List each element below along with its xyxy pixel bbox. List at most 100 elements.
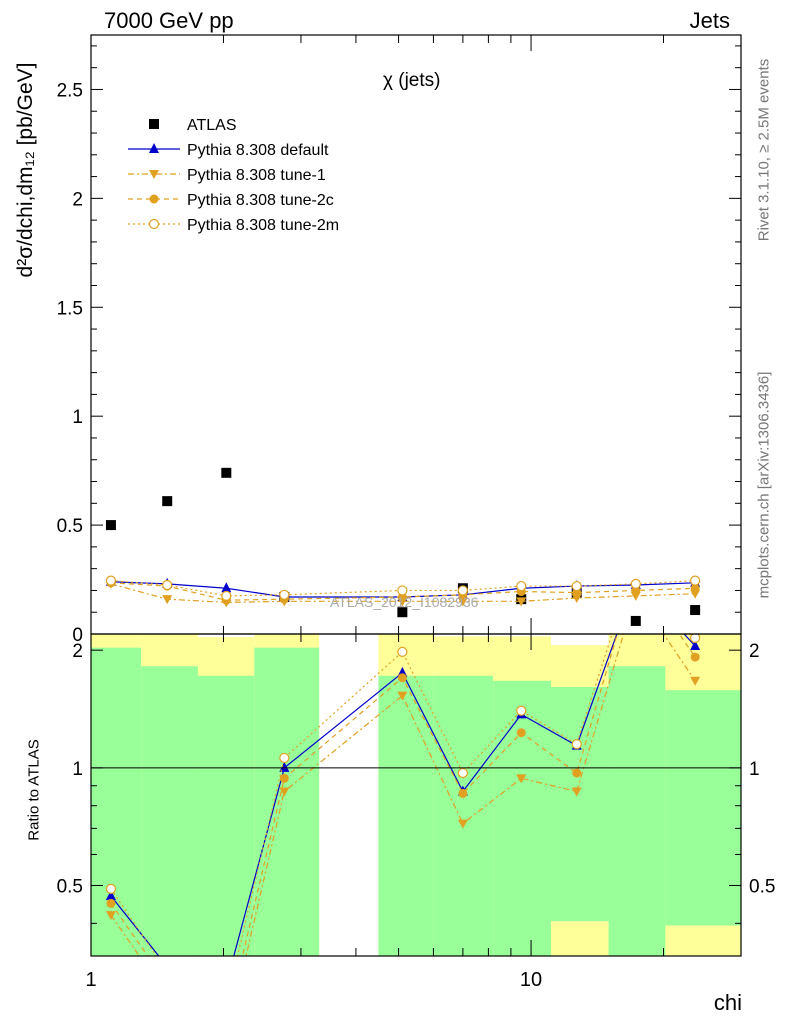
upper-line-tune2c <box>110 582 696 601</box>
plot-title: χ (jets) <box>383 70 441 91</box>
band-inner-9 <box>665 690 741 926</box>
ratio-point-tune2m-6 <box>516 705 527 716</box>
upper-point-tune2m-7 <box>571 580 582 592</box>
ratio-point-tune2m-1 <box>163 968 172 977</box>
ratio-point-tune1-3 <box>279 787 290 797</box>
upper-point-default-2 <box>221 582 232 593</box>
lower-y-tick-label-right: 0.5 <box>749 876 775 897</box>
upper-y-tick-label: 1 <box>72 407 83 428</box>
band-inner-2 <box>197 675 255 956</box>
header-energy-label: 7000 GeV pp <box>104 8 234 33</box>
legend-marker-default <box>149 143 159 153</box>
upper-point-data-9 <box>690 605 701 616</box>
upper-point-tune2c-9 <box>690 583 700 593</box>
upper-point-data-4 <box>397 607 408 618</box>
legend-label-data: ATLAS <box>187 117 237 134</box>
ratio-point-tune2m-2 <box>222 999 231 1008</box>
upper-point-tune2m-2 <box>221 590 232 601</box>
ratio-point-tune2m-5 <box>457 767 468 779</box>
legend-marker-tune1 <box>149 170 159 179</box>
ratio-point-tune1-1 <box>162 992 172 1001</box>
ratio-point-tune2c-3 <box>279 773 289 783</box>
ratio-point-default-2 <box>221 978 231 988</box>
upper-line-tune1 <box>110 583 696 604</box>
lower-y-tick-label-right: 2 <box>749 641 760 662</box>
ratio-point-tune2m-4 <box>397 646 408 657</box>
ratio-line-tune2c <box>110 634 696 956</box>
upper-y-tick-label: 0 <box>72 625 83 646</box>
ratio-point-tune1-7 <box>571 787 582 797</box>
legend-label-tune2c: Pythia 8.308 tune-2c <box>187 192 334 209</box>
band-inner-1 <box>141 666 198 956</box>
legend-marker-tune2c <box>149 194 159 204</box>
lower-y-tick-label-right: 1 <box>749 759 760 780</box>
x-tick-label: 1 <box>85 969 96 991</box>
upper-point-tune2m-0 <box>105 575 117 586</box>
upper-point-tune1-5 <box>457 597 468 607</box>
x-axis-label: chi <box>713 990 742 1015</box>
band-inner-0 <box>91 647 142 956</box>
upper-point-tune2m-3 <box>279 589 290 600</box>
ratio-series-group <box>91 556 741 1024</box>
ratio-point-tune2m-3 <box>279 752 290 764</box>
ratio-point-tune2m-8 <box>631 556 640 565</box>
x-tick-label: 10 <box>520 969 542 991</box>
mcplots-reference-label: mcplots.cern.ch [arXiv:1306.3436] <box>755 371 773 599</box>
upper-y-tick-label: 2 <box>72 189 83 210</box>
band-inner-6 <box>493 680 551 956</box>
upper-y-tick-label: 0.5 <box>57 516 83 537</box>
ratio-point-tune2c-9 <box>690 652 700 662</box>
band-inner-3 <box>254 647 320 956</box>
upper-point-data-8 <box>630 615 641 626</box>
ratio-point-tune2c-5 <box>458 788 468 798</box>
band-inner-8 <box>608 666 666 956</box>
ratio-point-tune2m-0 <box>105 883 117 895</box>
ratio-line-tune2m <box>110 634 696 956</box>
upper-line-tune2m <box>110 580 696 597</box>
upper-point-tune2m-9 <box>690 575 701 586</box>
ratio-point-default-9 <box>690 639 701 650</box>
upper-point-data-1 <box>162 496 173 507</box>
legend-marker-tune2m <box>148 218 160 230</box>
ratio-line-tune1 <box>110 634 696 956</box>
legend-label-default: Pythia 8.308 default <box>187 142 329 159</box>
upper-y-tick-label: 2.5 <box>57 80 83 101</box>
uncertainty-bands <box>91 634 741 956</box>
ratio-point-tune1-5 <box>457 819 468 829</box>
legend: ATLAS Pythia 8.308 default Pythia 8.308 tu… <box>128 117 339 234</box>
ratio-point-tune1-4 <box>397 691 408 701</box>
ratio-point-default-3 <box>279 761 290 772</box>
ratio-point-tune2c-7 <box>572 768 582 778</box>
axes: 0 0.5 1 1.5 2 2.5 0.5 0.5 1 1 2 2 1 10 <box>57 34 775 991</box>
upper-series-group <box>105 467 701 626</box>
band-inner-5 <box>433 675 494 956</box>
ratio-point-tune1-0 <box>105 911 116 921</box>
lower-y-tick-label: 2 <box>72 641 83 662</box>
ratio-point-tune1-9 <box>690 676 701 686</box>
ratio-point-default-1 <box>162 961 172 971</box>
upper-point-tune1-6 <box>516 597 527 607</box>
lower-y-tick-label: 1 <box>72 759 83 780</box>
ratio-point-tune2c-8 <box>631 566 640 575</box>
header-category-label: Jets <box>689 8 730 33</box>
upper-point-tune2m-5 <box>457 585 468 596</box>
legend-marker-data <box>149 119 159 129</box>
ratio-line-default <box>110 634 696 956</box>
upper-point-tune2m-8 <box>630 578 641 590</box>
lower-y-tick-label: 0.5 <box>57 876 83 897</box>
ratio-point-tune2c-4 <box>397 673 407 683</box>
ratio-point-tune2c-2 <box>222 1020 231 1024</box>
upper-y-tick-label: 1.5 <box>57 298 83 319</box>
legend-label-tune2m: Pythia 8.308 tune-2m <box>187 217 339 234</box>
ratio-point-tune1-6 <box>516 774 527 784</box>
ratio-point-tune2c-1 <box>163 979 172 988</box>
band-inner-4 <box>378 675 434 956</box>
analysis-watermark: ATLAS_2012_I1082936 <box>330 594 479 610</box>
upper-point-tune2m-1 <box>162 579 173 591</box>
upper-point-data-0 <box>105 520 116 531</box>
band-inner-7 <box>550 686 609 922</box>
ratio-y-axis-label: Ratio to ATLAS <box>25 739 43 841</box>
rivet-version-label: Rivet 3.1.10, ≥ 2.5M events <box>755 58 773 242</box>
ratio-point-tune2m-7 <box>571 739 582 750</box>
